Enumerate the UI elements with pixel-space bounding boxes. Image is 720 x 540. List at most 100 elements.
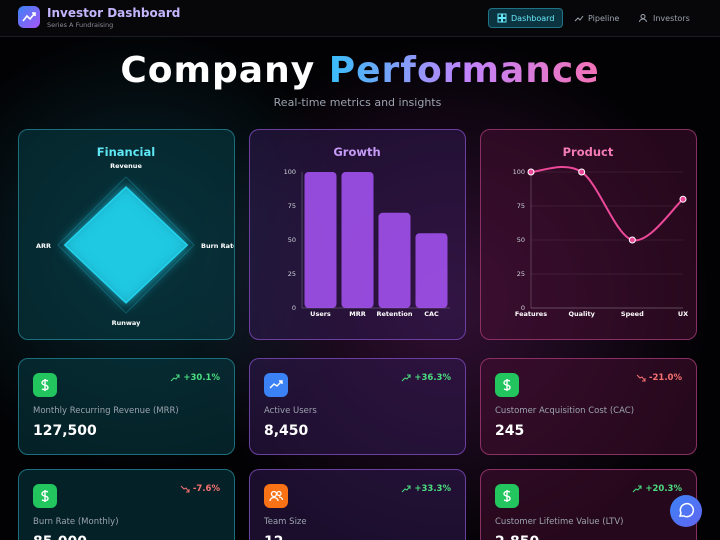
card-value: 85,000 (33, 534, 87, 540)
chart-panel: Financial Revenue Burn Rate Runway ARR (18, 129, 235, 340)
nav-title: Investor Dashboard (47, 6, 181, 20)
nav-item[interactable]: Dashboard (488, 8, 564, 28)
nav-subtitle: Series A Fundraising (47, 21, 114, 29)
card-change: +30.1% (170, 373, 220, 383)
card-label: Active Users (264, 406, 317, 416)
chart: Growth 0 25 50 75 100 Users MRR Retention CAC (284, 145, 450, 318)
nav-icon (639, 14, 647, 23)
card-change: +33.3% (401, 484, 451, 494)
card-value: 8,450 (264, 423, 309, 439)
card-change-text: -7.6% (192, 484, 220, 494)
chart-title: Product (563, 145, 614, 159)
card-label: Monthly Recurring Revenue (MRR) (33, 406, 179, 416)
x-tick-label: Quality (568, 310, 595, 318)
axis-label: Burn Rate (201, 242, 234, 250)
trend-icon (171, 374, 180, 382)
card-change: +36.3% (401, 373, 451, 383)
hero-title-start: Company (120, 50, 316, 91)
card-icon-glyph (503, 490, 511, 502)
card-icon (264, 484, 288, 508)
y-tick-label: 75 (517, 202, 525, 210)
card-change-text: -21.0% (648, 373, 682, 383)
point (628, 236, 636, 244)
card-icon (33, 484, 57, 508)
nav-item[interactable]: Pipeline (566, 8, 627, 28)
hero-title-highlight: Performance (328, 50, 600, 91)
metric-card: -7.6% Burn Rate (Monthly) 85,000 (18, 469, 235, 540)
x-tick-label: Features (515, 310, 547, 318)
card-label: Team Size (264, 517, 307, 527)
nav-bar: Investor Dashboard Series A Fundraising … (0, 0, 720, 37)
chart: Financial Revenue Burn Rate Runway ARR (36, 145, 234, 327)
x-tick-label: MRR (349, 310, 365, 318)
y-tick-label: 100 (513, 168, 525, 176)
x-tick-label: Users (310, 310, 331, 318)
line (530, 166, 684, 242)
hero-title: Company Performance (0, 50, 720, 91)
chart: Product 0 25 50 75 100 Features Quality Speed UX (513, 145, 689, 318)
card-icon-glyph (503, 379, 511, 391)
trend-icon (402, 485, 411, 493)
nav-item[interactable]: Investors (631, 8, 698, 28)
card-change: -21.0% (636, 373, 682, 383)
card-icon (495, 373, 519, 397)
axis-label: ARR (36, 242, 51, 250)
chart-title: Growth (333, 145, 380, 159)
metric-card: +20.3% Customer Lifetime Value (LTV) 2,850 (480, 469, 697, 540)
card-icon-glyph (269, 380, 283, 389)
card-value: 12 (264, 534, 283, 540)
metric-card: +33.3% Team Size 12 (249, 469, 466, 540)
chat-icon (678, 502, 695, 518)
y-tick-label: 0 (521, 304, 525, 312)
card-label: Customer Lifetime Value (LTV) (495, 517, 624, 527)
x-tick-label: CAC (424, 310, 439, 318)
chart-panel: Product 0 25 50 75 100 Features Quality Speed UX (480, 129, 697, 340)
card-icon-glyph (269, 490, 284, 502)
y-tick-label: 50 (288, 236, 296, 244)
bar (304, 172, 337, 308)
trend-icon (180, 485, 190, 493)
y-tick-label: 25 (517, 270, 525, 278)
nav-label: Pipeline (588, 13, 620, 23)
chat-button[interactable] (670, 495, 702, 527)
chart-panel: Growth 0 25 50 75 100 Users MRR Retention CAC (249, 129, 466, 340)
logo (18, 6, 40, 28)
point (679, 195, 687, 203)
x-tick-label: UX (678, 310, 688, 318)
x-tick-label: Retention (377, 310, 413, 318)
trend-icon (636, 374, 646, 382)
logo-icon (22, 12, 36, 22)
chart-title: Financial (97, 145, 155, 159)
point (527, 168, 535, 176)
card-value: 245 (495, 423, 525, 439)
card-change-text: +20.3% (645, 484, 682, 494)
axis-label: Runway (112, 319, 141, 327)
point (578, 168, 586, 176)
bar (415, 233, 448, 308)
trend-icon (402, 374, 411, 382)
y-tick-label: 0 (292, 304, 296, 312)
axis-label: Revenue (110, 162, 142, 170)
card-icon (33, 373, 57, 397)
card-change-text: +36.3% (414, 373, 451, 383)
hero-subtitle: Real-time metrics and insights (273, 96, 442, 109)
radar-area (63, 186, 189, 304)
card-icon-glyph (41, 490, 49, 502)
trend-icon (633, 485, 642, 493)
bar (378, 212, 411, 308)
x-tick-label: Speed (621, 310, 644, 318)
card-icon (264, 373, 288, 397)
card-change-text: +33.3% (414, 484, 451, 494)
y-tick-label: 100 (284, 168, 296, 176)
card-icon (495, 484, 519, 508)
radar-grid (57, 176, 195, 314)
nav-icon (497, 13, 507, 23)
nav-label: Investors (653, 13, 690, 23)
metric-card: +36.3% Active Users 8,450 (249, 358, 466, 455)
y-tick-label: 75 (288, 202, 296, 210)
y-tick-label: 25 (288, 270, 296, 278)
card-change-text: +30.1% (183, 373, 220, 383)
card-label: Customer Acquisition Cost (CAC) (495, 406, 635, 416)
card-value: 127,500 (33, 423, 97, 439)
